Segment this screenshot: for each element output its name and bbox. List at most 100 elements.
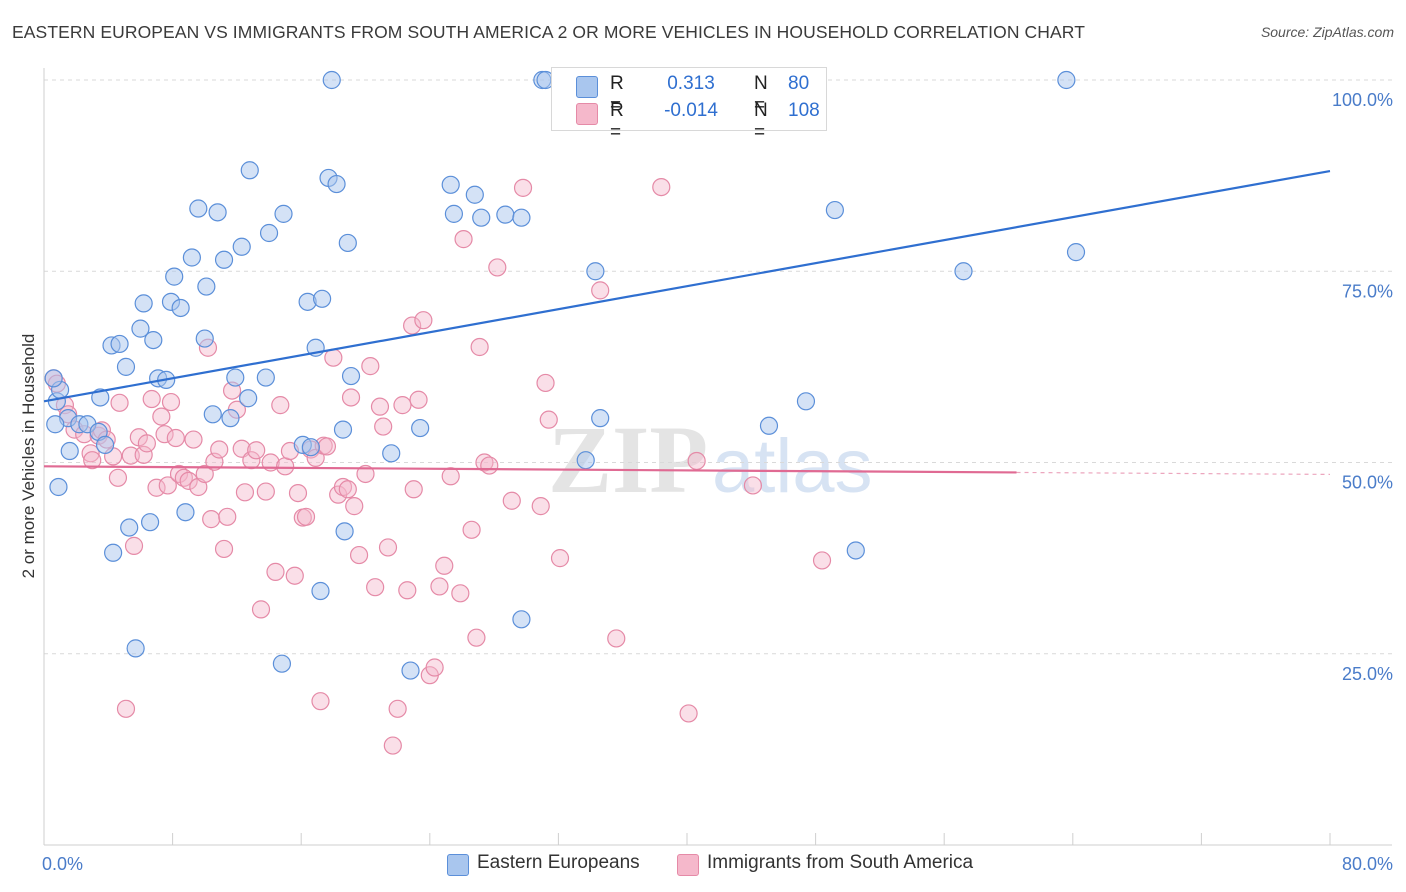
r-label: R =	[610, 73, 624, 116]
point-eastern	[182, 248, 201, 267]
point-eastern	[214, 250, 234, 269]
point-eastern	[311, 581, 330, 601]
point-immigrants	[383, 736, 402, 755]
point-eastern	[591, 409, 610, 428]
point-immigrants	[462, 520, 481, 539]
point-immigrants	[247, 441, 266, 460]
point-immigrants	[398, 581, 417, 600]
point-eastern	[401, 661, 420, 680]
point-eastern	[338, 233, 357, 253]
point-immigrants	[158, 476, 177, 495]
point-immigrants	[430, 577, 449, 596]
point-immigrants	[591, 281, 610, 300]
watermark-zip: ZIP	[548, 406, 708, 513]
point-eastern	[44, 369, 63, 388]
point-immigrants	[210, 440, 229, 459]
source-credit: Source: ZipAtlas.com	[1260, 24, 1394, 40]
r-label: R =	[610, 100, 624, 143]
swatch-immigrants	[576, 103, 598, 125]
point-eastern	[91, 388, 110, 407]
point-eastern	[1057, 70, 1076, 90]
point-immigrants	[404, 480, 423, 499]
point-eastern	[796, 392, 816, 411]
point-immigrants	[388, 699, 407, 718]
point-immigrants	[174, 468, 193, 487]
point-eastern	[846, 541, 865, 560]
point-immigrants	[536, 373, 555, 393]
point-eastern	[226, 368, 245, 387]
point-immigrants	[451, 584, 470, 603]
point-eastern	[232, 237, 251, 256]
n-label: N =	[754, 100, 768, 143]
point-eastern	[60, 441, 79, 461]
watermark: ZIP atlas	[548, 406, 873, 513]
point-immigrants	[214, 539, 234, 559]
point-eastern	[333, 420, 353, 439]
point-immigrants	[470, 337, 489, 357]
point-eastern	[208, 203, 227, 222]
trend-line-eastern	[43, 169, 1331, 403]
trend-line-immigrants	[43, 465, 1017, 474]
point-immigrants	[378, 538, 398, 557]
point-immigrants	[195, 464, 214, 484]
point-eastern	[322, 70, 341, 90]
point-immigrants	[687, 451, 706, 471]
point-eastern	[46, 415, 65, 434]
point-immigrants	[488, 258, 507, 277]
x-tick-labels: 0.0% 80.0%	[42, 854, 1393, 874]
point-eastern	[512, 610, 531, 629]
point-immigrants	[184, 430, 203, 449]
point-immigrants	[142, 389, 161, 409]
point-immigrants	[441, 467, 460, 486]
point-eastern	[954, 262, 973, 281]
point-immigrants	[454, 230, 473, 249]
point-immigrants	[137, 434, 156, 453]
point-immigrants	[288, 484, 308, 503]
point-immigrants	[607, 629, 626, 648]
point-immigrants	[338, 480, 357, 499]
point-eastern	[1066, 243, 1086, 262]
point-immigrants	[550, 549, 570, 568]
x-tick-label-min: 0.0%	[42, 854, 83, 874]
point-immigrants	[296, 507, 316, 526]
point-eastern	[327, 174, 346, 194]
point-immigrants	[152, 407, 171, 426]
point-eastern	[95, 435, 115, 455]
point-immigrants	[812, 551, 832, 570]
point-eastern	[49, 477, 68, 497]
point-immigrants	[370, 397, 390, 416]
point-eastern	[240, 161, 259, 180]
point-eastern	[116, 357, 136, 376]
point-eastern	[312, 289, 332, 308]
y-tick-label-75: 75.0%	[1342, 281, 1393, 301]
point-eastern	[176, 503, 195, 522]
legend-label-eastern: Eastern Europeans	[477, 852, 640, 873]
point-eastern	[134, 294, 153, 313]
legend-swatch-immigrants	[677, 854, 699, 876]
point-immigrants	[116, 699, 136, 718]
point-eastern	[335, 522, 354, 541]
point-eastern	[203, 405, 222, 424]
point-immigrants	[361, 357, 380, 376]
point-immigrants	[134, 445, 153, 464]
point-immigrants	[513, 178, 533, 197]
point-eastern	[586, 262, 605, 281]
point-eastern	[126, 639, 145, 658]
point-eastern	[512, 208, 531, 227]
point-immigrants	[333, 477, 353, 497]
point-immigrants	[475, 453, 494, 472]
legend-label-immigrants: Immigrants from South America	[707, 852, 974, 873]
point-immigrants	[124, 536, 144, 555]
point-immigrants	[317, 437, 337, 456]
point-immigrants	[374, 417, 393, 436]
point-immigrants	[743, 476, 763, 495]
point-immigrants	[393, 396, 412, 415]
n-label: N =	[754, 73, 768, 116]
point-eastern	[221, 409, 240, 428]
x-ticks	[43, 833, 1331, 845]
point-immigrants	[235, 483, 255, 502]
point-immigrants	[121, 446, 140, 465]
point-immigrants	[147, 478, 166, 497]
point-immigrants	[166, 428, 185, 448]
point-immigrants	[218, 507, 237, 526]
